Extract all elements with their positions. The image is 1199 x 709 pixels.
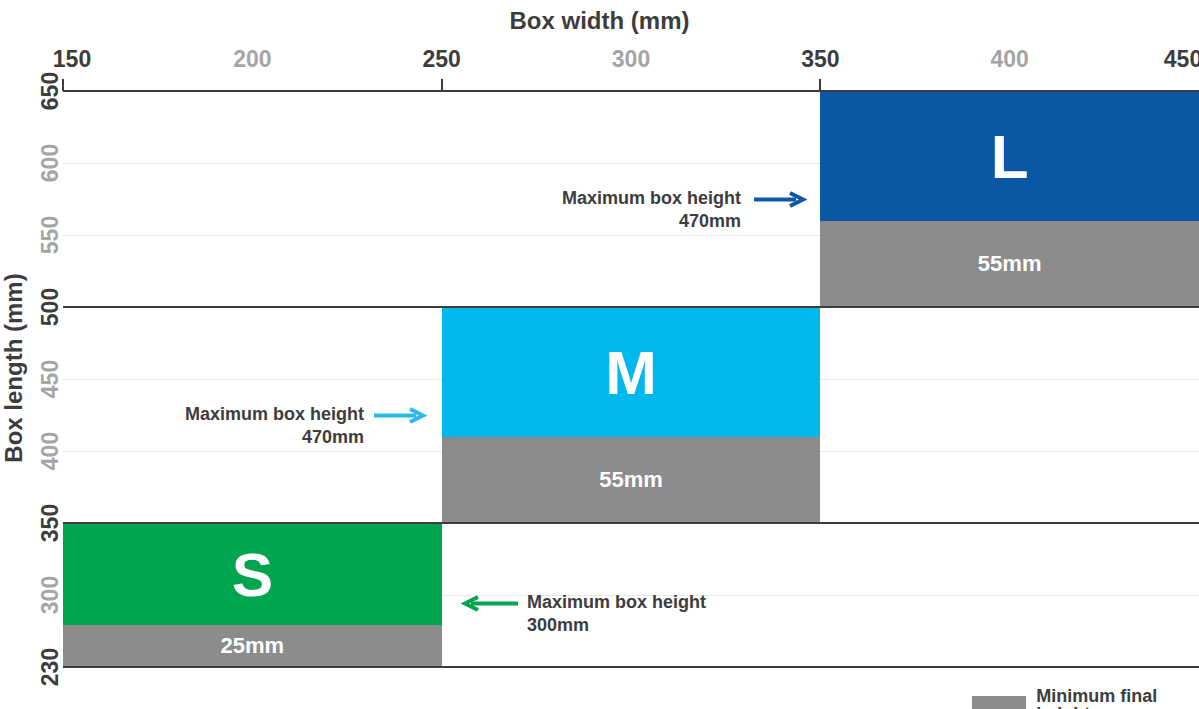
legend-label: Minimum final height	[1036, 687, 1199, 709]
left-arrow-icon	[460, 595, 518, 612]
y-tick-label-550: 550	[37, 216, 64, 254]
y-tick-label-350: 350	[37, 504, 64, 542]
x-tick-label-350: 350	[801, 46, 839, 73]
size-letter-L: L	[991, 121, 1029, 192]
min-final-height-label-M: 55mm	[599, 467, 663, 493]
annotation-max-height-L-value: 470mm	[562, 210, 741, 233]
annotation-max-height-L: Maximum box height 470mm	[562, 187, 741, 233]
annotation-max-height-S-text: Maximum box height	[527, 591, 706, 614]
x-tick-350	[819, 79, 821, 91]
x-tick-label-150: 150	[53, 46, 91, 73]
annotation-max-height-L-text: Maximum box height	[562, 187, 741, 210]
annotation-max-height-S-value: 300mm	[527, 614, 706, 637]
right-arrow-icon	[754, 191, 808, 208]
y-tick-label-650: 650	[37, 72, 64, 110]
x-tick-label-400: 400	[990, 46, 1028, 73]
y-tick-label-400: 400	[37, 432, 64, 470]
size-letter-M: M	[605, 337, 657, 408]
legend-swatch	[972, 696, 1026, 709]
x-tick-label-250: 250	[422, 46, 460, 73]
box-size-chart: Box width (mm) Box length (mm) L 55mm M 55m…	[0, 0, 1199, 709]
x-axis-title: Box width (mm)	[0, 7, 1199, 35]
y-axis-title: Box length (mm)	[0, 273, 28, 462]
y-tick-label-500: 500	[37, 288, 64, 326]
axis-line-500	[63, 306, 1199, 308]
y-tick-label-230: 230	[37, 648, 64, 686]
annotation-max-height-S: Maximum box height 300mm	[527, 591, 706, 637]
axis-line-650	[63, 90, 1199, 92]
x-tick-label-450: 450	[1164, 46, 1199, 73]
min-final-height-label-S: 25mm	[221, 633, 285, 659]
right-arrow-icon	[374, 407, 428, 424]
size-letter-S: S	[232, 539, 273, 610]
x-tick-label-200: 200	[233, 46, 271, 73]
legend: Minimum final height	[972, 687, 1199, 709]
y-tick-label-300: 300	[37, 576, 64, 614]
axis-line-230	[63, 666, 1199, 668]
y-tick-label-450: 450	[37, 360, 64, 398]
min-final-height-label-L: 55mm	[978, 251, 1042, 277]
annotation-max-height-M: Maximum box height 470mm	[185, 403, 364, 449]
y-tick-label-600: 600	[37, 144, 64, 182]
x-tick-250	[441, 79, 443, 91]
axis-line-350	[63, 522, 1199, 524]
annotation-max-height-M-text: Maximum box height	[185, 403, 364, 426]
x-tick-label-300: 300	[612, 46, 650, 73]
annotation-max-height-M-value: 470mm	[185, 426, 364, 449]
